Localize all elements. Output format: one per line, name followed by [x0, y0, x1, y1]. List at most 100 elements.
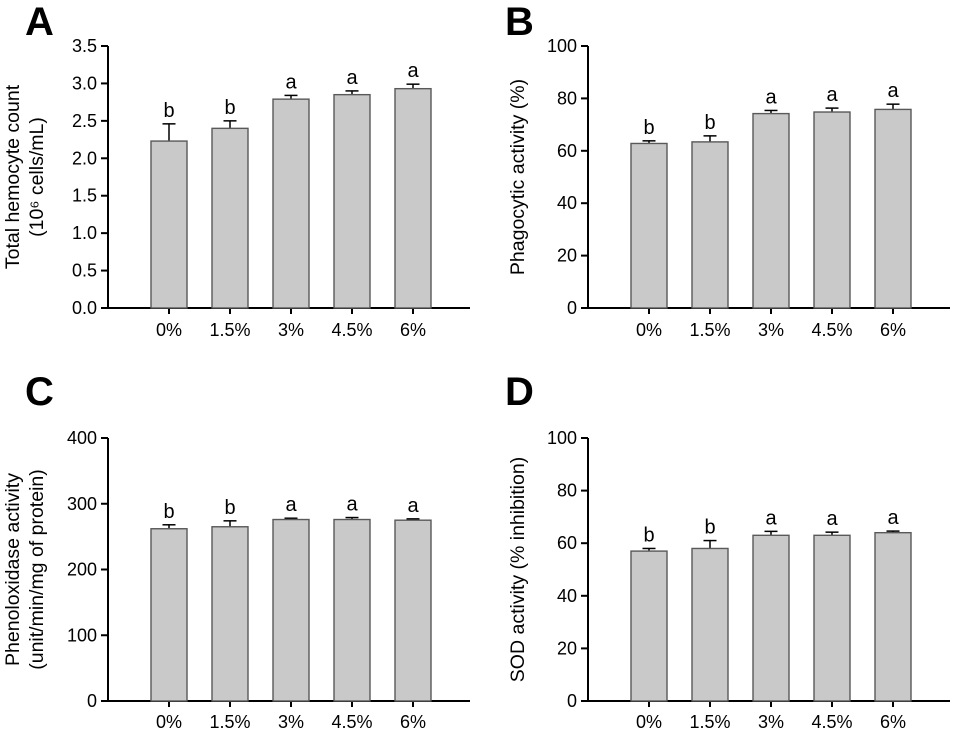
y-tick-label: 60 [557, 141, 577, 161]
y-axis-label: (unit/min/mg of protein) [26, 469, 48, 670]
panel-d-sod-activity: D 0 20 40 60 80 100 b 0% b 1.5% a 3% a 4.5% a 6% SOD act… [480, 370, 960, 735]
category-label: 0% [156, 320, 182, 340]
y-tick-label: 3.0 [72, 73, 97, 93]
bar [874, 108, 912, 309]
panel-b-phagocytic-activity: B 0 20 40 60 80 100 b 0% b 1.5% a 3% a 4.5% a 6% Phagocy… [480, 0, 960, 370]
category-label: 6% [880, 320, 906, 340]
y-tick-label: 0.5 [72, 261, 97, 281]
panel-label-c: C [25, 370, 54, 414]
bar [211, 127, 249, 309]
bar [211, 526, 249, 702]
y-tick-label: 80 [557, 88, 577, 108]
category-label: 3% [758, 712, 784, 732]
panel-a-total-hemocyte-count: A 0.0 0.5 1.0 1.5 2.0 2.5 3.0 3.5 b 0% b 1.5% a 3% a 4.… [0, 0, 480, 370]
panel-label-d: D [505, 370, 534, 414]
bar [874, 531, 912, 702]
category-label: 1.5% [209, 712, 250, 732]
sig-letter: b [163, 100, 174, 122]
sig-letter: a [285, 494, 297, 516]
y-tick-label: 40 [557, 586, 577, 606]
panel-label-a: A [25, 0, 54, 44]
bar [272, 98, 310, 309]
bar [813, 534, 851, 702]
y-axis-label: Total hemocyte count [2, 84, 24, 269]
sig-letter: a [887, 507, 899, 529]
category-label: 4.5% [331, 712, 372, 732]
bar [333, 93, 371, 309]
sig-letter: b [643, 524, 654, 546]
y-tick-label: 200 [67, 560, 97, 580]
category-label: 6% [400, 712, 426, 732]
sig-letter: b [163, 501, 174, 523]
category-label: 3% [278, 712, 304, 732]
bar [752, 534, 790, 702]
category-label: 3% [758, 320, 784, 340]
chart-c-phenoloxidase-activity: 0 100 200 300 400 b 0% b 1.5% a 3% a 4.5% a 6% Phenolox… [2, 428, 470, 732]
bar [630, 142, 668, 309]
category-label: 0% [156, 712, 182, 732]
y-tick-label: 80 [557, 481, 577, 501]
bar [272, 518, 310, 702]
y-tick-label: 100 [67, 625, 97, 645]
category-label: 4.5% [811, 320, 852, 340]
y-tick-label: 100 [547, 428, 577, 448]
sig-letter: a [826, 84, 838, 106]
y-axis-label: SOD activity (% inhibition) [507, 457, 529, 682]
chart-b-phagocytic-activity: 0 20 40 60 80 100 b 0% b 1.5% a 3% a 4.5% a 6% Phagocyti… [507, 36, 950, 340]
y-tick-label: 60 [557, 533, 577, 553]
y-tick-label: 2.0 [72, 148, 97, 168]
chart-a-total-hemocyte-count: 0.0 0.5 1.0 1.5 2.0 2.5 3.0 3.5 b 0% b 1.5% a 3% a 4.5%… [2, 36, 470, 340]
panel-c-phenoloxidase-activity: C 0 100 200 300 400 b 0% b 1.5% a 3% a 4.5% a 6% Phenol… [0, 370, 480, 735]
sig-letter: a [285, 71, 297, 93]
y-axis-label: Phenoloxidase activity [2, 473, 24, 666]
y-tick-label: 20 [557, 246, 577, 266]
y-tick-label: 400 [67, 428, 97, 448]
y-tick-label: 100 [547, 36, 577, 56]
bar [150, 140, 188, 309]
sig-letter: a [765, 507, 777, 529]
sig-letter: a [765, 86, 777, 108]
sig-letter: b [224, 97, 235, 119]
y-tick-label: 0 [567, 691, 577, 711]
sig-letter: a [407, 495, 419, 517]
sig-letter: b [704, 112, 715, 134]
category-label: 6% [880, 712, 906, 732]
bar [150, 528, 188, 702]
category-label: 1.5% [689, 712, 730, 732]
bar [630, 550, 668, 702]
category-label: 4.5% [331, 320, 372, 340]
sig-letter: a [407, 60, 419, 82]
y-tick-label: 1.0 [72, 223, 97, 243]
bar [752, 112, 790, 309]
y-tick-label: 3.5 [72, 36, 97, 56]
bar [813, 111, 851, 309]
y-axis-label: (10⁶ cells/mL) [26, 117, 48, 237]
sig-letter: a [346, 494, 358, 516]
y-tick-label: 40 [557, 193, 577, 213]
y-tick-label: 300 [67, 494, 97, 514]
category-label: 0% [636, 320, 662, 340]
sig-letter: a [887, 80, 899, 102]
sig-letter: a [826, 508, 838, 530]
y-tick-label: 0 [87, 691, 97, 711]
category-label: 1.5% [689, 320, 730, 340]
bar [394, 519, 432, 702]
bar [691, 141, 729, 309]
sig-letter: a [346, 67, 358, 89]
panel-label-b: B [505, 0, 534, 44]
y-tick-label: 1.5 [72, 186, 97, 206]
y-tick-label: 20 [557, 638, 577, 658]
sig-letter: b [643, 117, 654, 139]
category-label: 3% [278, 320, 304, 340]
category-label: 6% [400, 320, 426, 340]
category-label: 0% [636, 712, 662, 732]
bar [333, 518, 371, 702]
sig-letter: b [224, 497, 235, 519]
y-tick-label: 0.0 [72, 298, 97, 318]
y-tick-label: 0 [567, 298, 577, 318]
bar [691, 547, 729, 702]
y-axis-label: Phagocytic activity (%) [507, 79, 529, 275]
chart-d-sod-activity: 0 20 40 60 80 100 b 0% b 1.5% a 3% a 4.5% a 6% SOD activ… [507, 428, 950, 732]
category-label: 4.5% [811, 712, 852, 732]
